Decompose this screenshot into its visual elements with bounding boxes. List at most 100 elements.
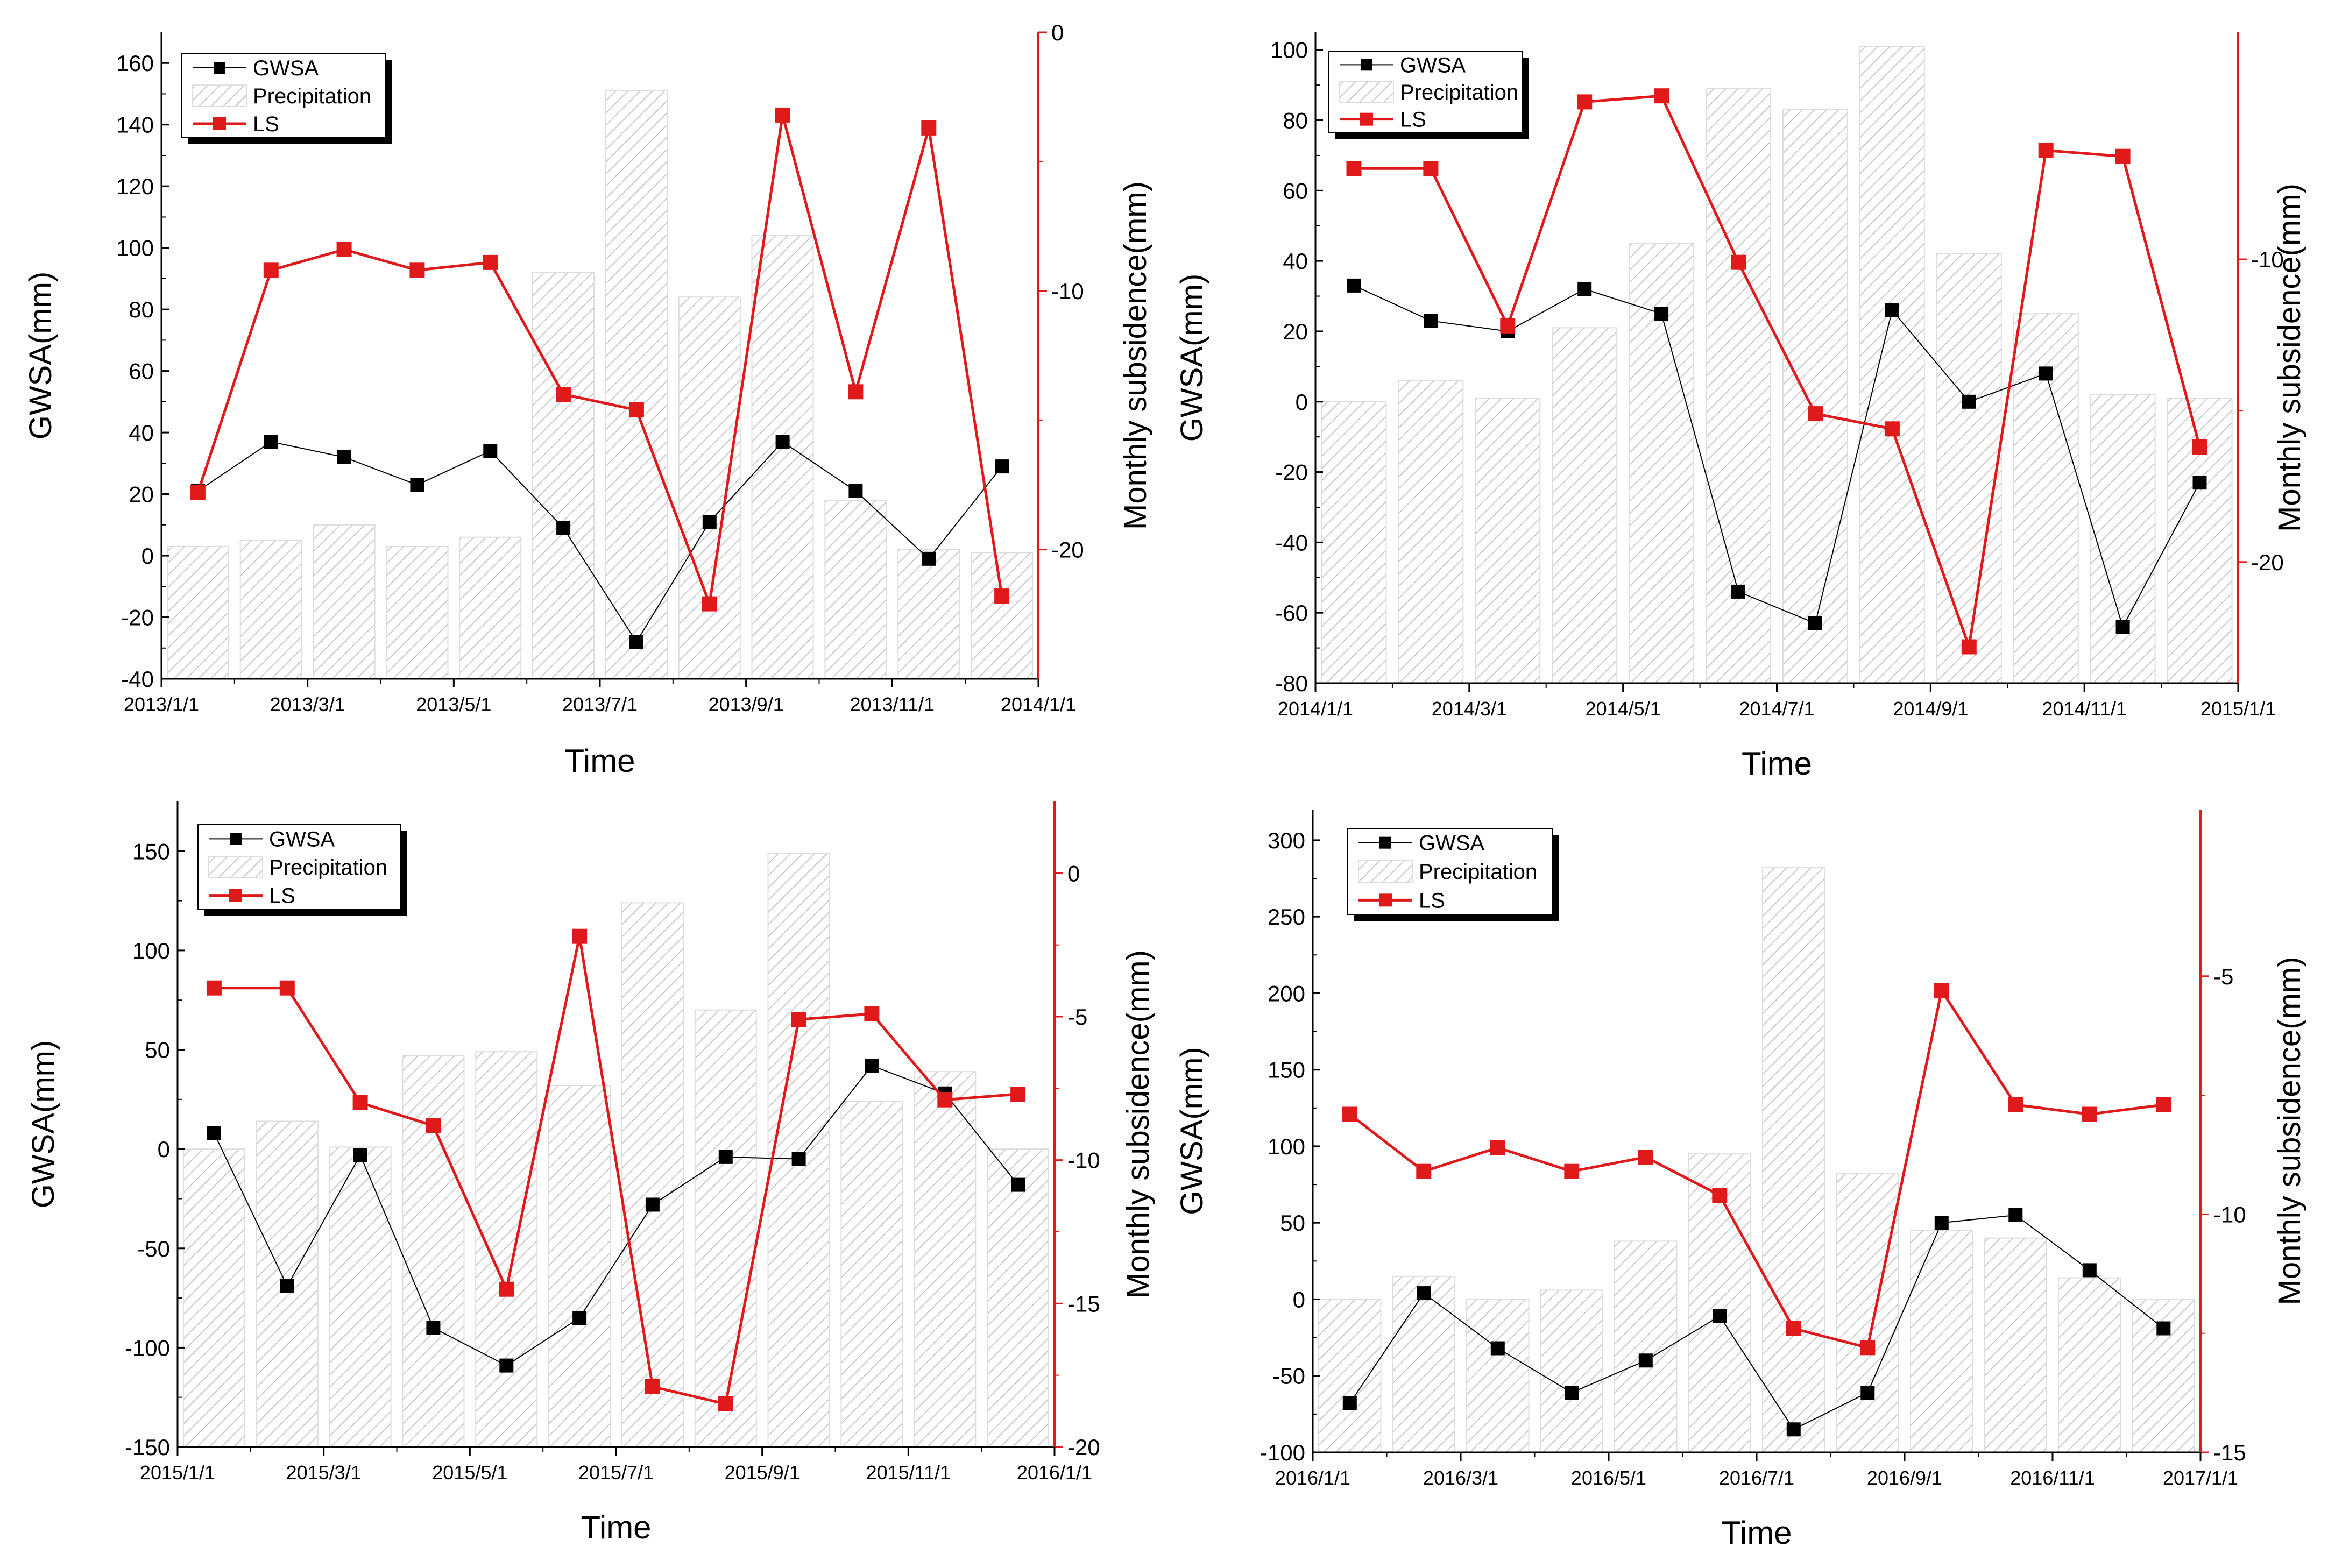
legend-gwsa-marker xyxy=(230,833,242,845)
ls-point xyxy=(1577,94,1593,110)
gwsa-point xyxy=(1342,1396,1357,1410)
x-tick-label: 2017/1/1 xyxy=(2163,1467,2238,1489)
precipitation-bar xyxy=(166,545,229,680)
ls-series xyxy=(1346,88,2207,655)
gwsa-point xyxy=(499,1358,514,1373)
legend-label: LS xyxy=(1400,108,1426,132)
ls-point xyxy=(556,387,571,402)
x-tick-label: 2015/1/1 xyxy=(2200,698,2276,720)
ls-point xyxy=(1638,1150,1653,1165)
x-tick-label: 2013/1/1 xyxy=(124,693,199,715)
y-left-tick-label: -50 xyxy=(137,1236,170,1261)
y-right-tick-label: -10 xyxy=(1067,1148,1100,1173)
precipitation-bar xyxy=(402,1055,465,1448)
y-right-axis-title: Monthly subsidence(mm) xyxy=(2272,183,2307,532)
x-tick-label: 2016/3/1 xyxy=(1423,1467,1498,1489)
y-right-tick-label: -10 xyxy=(1051,279,1084,304)
y-right-tick-label: -10 xyxy=(2213,1202,2246,1227)
precipitation-bars xyxy=(166,90,1034,680)
ls-point xyxy=(2192,439,2207,455)
gwsa-point xyxy=(353,1148,367,1162)
x-tick-label: 2015/11/1 xyxy=(866,1461,951,1484)
gwsa-line xyxy=(1349,1214,2164,1430)
precipitation-bar xyxy=(329,1146,392,1448)
y-left-tick-label: 100 xyxy=(1270,38,1308,63)
ls-point xyxy=(864,1006,880,1021)
y-left-tick-label: -60 xyxy=(1275,600,1308,626)
ls-point xyxy=(2082,1106,2097,1122)
chart-panel-2013: -40 -20 0 20 40 60 80 100 120 140 160 0 -10 -20 2013/1… xyxy=(23,20,1153,779)
y-right-tick-label: -5 xyxy=(1067,1004,1087,1030)
x-tick-label: 2014/9/1 xyxy=(1893,698,1968,720)
y-right-axis-title: Monthly subsidence(mm) xyxy=(1118,181,1153,530)
gwsa-point xyxy=(775,435,790,449)
y-left-tick-label: 50 xyxy=(1280,1210,1305,1236)
gwsa-point xyxy=(2082,1263,2097,1278)
legend-label: LS xyxy=(253,112,279,136)
gwsa-point xyxy=(410,478,424,492)
precipitation-bar xyxy=(1321,401,1387,684)
x-tick-label: 2013/11/1 xyxy=(850,693,935,715)
precipitation-bar xyxy=(1936,253,2002,684)
ls-point xyxy=(1490,1140,1505,1155)
y-left-tick-label: 100 xyxy=(116,236,154,261)
y-right-tick-label: -15 xyxy=(2213,1440,2246,1465)
gwsa-point xyxy=(922,551,936,566)
x-tick-label: 2016/9/1 xyxy=(1867,1467,1942,1489)
legend: GWSA Precipitation LS xyxy=(1328,51,1529,139)
ls-series xyxy=(206,928,1026,1411)
ls-point xyxy=(1860,1340,1876,1356)
ls-point xyxy=(1712,1188,1728,1203)
y-left-tick-label: -20 xyxy=(121,605,154,630)
gwsa-point xyxy=(791,1152,806,1166)
ls-point xyxy=(426,1118,441,1133)
x-tick-label: 2014/7/1 xyxy=(1739,698,1814,720)
gwsa-point xyxy=(2039,366,2053,381)
gwsa-point xyxy=(2008,1208,2023,1222)
precipitation-bar xyxy=(1392,1275,1455,1453)
ls-line xyxy=(1349,987,2164,1350)
gwsa-point xyxy=(865,1059,879,1073)
ls-point xyxy=(1010,1087,1026,1102)
gwsa-point xyxy=(207,1126,221,1140)
legend: GWSA Precipitation LS xyxy=(197,824,407,916)
precipitation-bar xyxy=(459,536,522,679)
ls-point xyxy=(848,384,864,400)
ls-point xyxy=(628,402,644,417)
y-left-tick-label: 40 xyxy=(1283,249,1308,274)
x-tick-label: 2015/1/1 xyxy=(140,1461,215,1484)
y-left-tick-label: 50 xyxy=(145,1038,170,1063)
x-tick-label: 2014/11/1 xyxy=(2042,698,2126,720)
legend-precipitation-swatch xyxy=(1339,81,1394,103)
precipitation-bar xyxy=(1910,1230,1973,1453)
precipitation-bars xyxy=(182,853,1050,1448)
gwsa-point xyxy=(1808,616,1822,630)
ls-point xyxy=(1342,1106,1357,1122)
y-left-tick-label: 140 xyxy=(116,112,154,138)
y-right-tick-label: -20 xyxy=(1067,1435,1100,1460)
x-tick-label: 2014/1/1 xyxy=(1001,693,1076,715)
ls-point xyxy=(1808,406,1823,422)
gwsa-point xyxy=(2192,476,2207,490)
precipitation-bar xyxy=(767,853,830,1448)
ls-point xyxy=(279,980,295,996)
legend-label: Precipitation xyxy=(1400,81,1518,104)
precipitation-bar xyxy=(1688,1153,1751,1453)
gwsa-point xyxy=(2156,1321,2171,1336)
y-left-tick-label: 80 xyxy=(1283,108,1308,133)
precipitation-bar xyxy=(239,540,302,680)
y-left-tick-label: -80 xyxy=(1275,671,1308,696)
x-tick-label: 2016/5/1 xyxy=(1571,1467,1646,1489)
precipitation-bar xyxy=(2058,1277,2121,1453)
gwsa-point xyxy=(1424,314,1438,328)
legend-label: GWSA xyxy=(253,56,319,80)
x-axis-title: Time xyxy=(581,1509,651,1545)
y-left-tick-label: -20 xyxy=(1275,460,1308,485)
legend-ls-marker xyxy=(229,889,242,902)
x-axis-title: Time xyxy=(564,743,635,779)
ls-point xyxy=(1731,254,1746,270)
ls-point xyxy=(1786,1321,1801,1336)
y-left-tick-label: 300 xyxy=(1268,828,1305,853)
ls-point xyxy=(206,980,222,996)
